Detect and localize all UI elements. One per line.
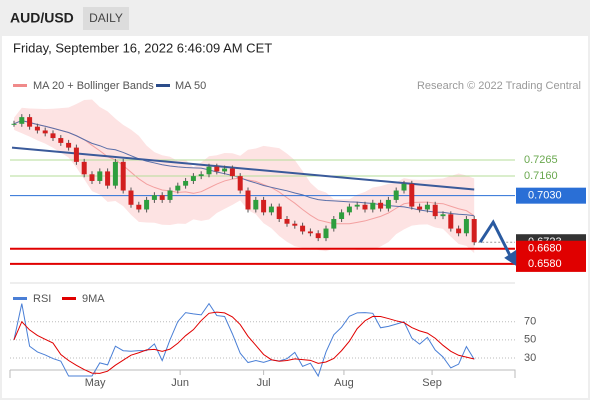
level-label: 0.6680 (528, 243, 562, 255)
candle-body (456, 228, 462, 234)
candle-body (323, 228, 329, 239)
candle-body (417, 206, 423, 210)
candle-body (50, 133, 56, 139)
rsi-tick-label: 50 (524, 334, 536, 346)
legend-swatch (13, 84, 27, 87)
period-box (83, 7, 129, 30)
candle-body (81, 161, 87, 175)
candle-body (120, 161, 126, 191)
legend-label: MA 20 + Bollinger Bands (33, 80, 154, 92)
candle-body (448, 214, 454, 229)
candle-body (440, 214, 446, 217)
candle-body (190, 176, 196, 181)
candle-body (112, 161, 118, 186)
projection-arrow-head (504, 249, 517, 266)
candle-body (136, 204, 142, 210)
candle-body (19, 117, 25, 124)
candle-body (237, 176, 243, 191)
candle-body (214, 166, 220, 172)
level-box (516, 187, 586, 204)
level-box (516, 255, 586, 272)
level-label: 0.7030 (528, 190, 562, 202)
legend-label: RSI (33, 293, 51, 305)
candle-body (206, 166, 212, 175)
candle-body (284, 219, 290, 224)
candle-body (307, 231, 313, 234)
symbol: AUD/USD (10, 10, 74, 26)
candle-body (128, 190, 134, 205)
rsi-line (13, 302, 475, 378)
candle-body (409, 183, 415, 207)
x-tick-label: Aug (334, 377, 354, 389)
x-tick-label: Sep (422, 377, 442, 389)
candle-body (432, 204, 438, 217)
candle-body (66, 142, 72, 148)
level-label: 0.6580 (528, 258, 562, 270)
candle-body (424, 204, 430, 210)
candle-body (73, 147, 79, 162)
x-tick-label: Jul (257, 377, 271, 389)
candle-body (401, 183, 407, 191)
candle-body (385, 199, 391, 209)
candle-body (276, 206, 282, 220)
trendline (11, 146, 475, 191)
ma50 (13, 119, 475, 217)
candle-body (159, 195, 165, 200)
candle-body (393, 190, 399, 200)
candle-body (463, 219, 469, 234)
candle-body (144, 199, 150, 210)
candle-body (362, 204, 368, 210)
candle-body (331, 219, 337, 229)
candle-body (151, 195, 157, 200)
candle-body (378, 202, 384, 209)
candle-body (471, 219, 477, 243)
candle-body (11, 123, 17, 125)
candle-body (300, 225, 306, 232)
candle-body (245, 190, 251, 210)
level-label: 0.7160 (524, 170, 558, 182)
candle-body (183, 180, 189, 186)
candle-body (339, 212, 345, 220)
candle-body (175, 185, 181, 191)
candle-body (27, 117, 33, 127)
candle-body (222, 168, 228, 172)
x-tick-label: Jun (171, 377, 189, 389)
candle-body (292, 223, 298, 226)
candle-body (58, 138, 64, 143)
rsi-tick-label: 30 (524, 352, 536, 364)
rsi-tick-label: 70 (524, 316, 536, 328)
candle-body (253, 199, 259, 210)
candle-body (167, 190, 173, 200)
x-tick-label: May (85, 377, 106, 389)
candle-body (105, 171, 111, 186)
candle-body (42, 130, 48, 134)
candle-body (229, 168, 235, 177)
candle-body (268, 206, 274, 213)
date: Friday, September 16, 2022 6:46:09 AM CE… (13, 40, 272, 55)
rsi-ma (13, 311, 475, 374)
projection-arrow (478, 219, 514, 261)
candle-body (370, 202, 376, 210)
legend-swatch (13, 297, 27, 300)
legend-label: MA 50 (175, 80, 206, 92)
level-label: 0.7265 (524, 154, 558, 166)
candle-body (354, 204, 360, 207)
candle-body (261, 199, 267, 213)
level-box (516, 240, 586, 257)
candle-body (198, 174, 204, 177)
legend-swatch (156, 84, 170, 87)
candle-body (315, 233, 321, 239)
candle-body (97, 171, 103, 181)
candle-body (346, 206, 352, 213)
copyright: Research © 2022 Trading Central (417, 80, 581, 92)
legend-swatch (62, 297, 76, 300)
x-axis (10, 369, 516, 378)
candle-body (34, 126, 40, 131)
legend-label: 9MA (82, 293, 105, 305)
period: DAILY (89, 11, 123, 25)
candle-body (89, 174, 95, 181)
